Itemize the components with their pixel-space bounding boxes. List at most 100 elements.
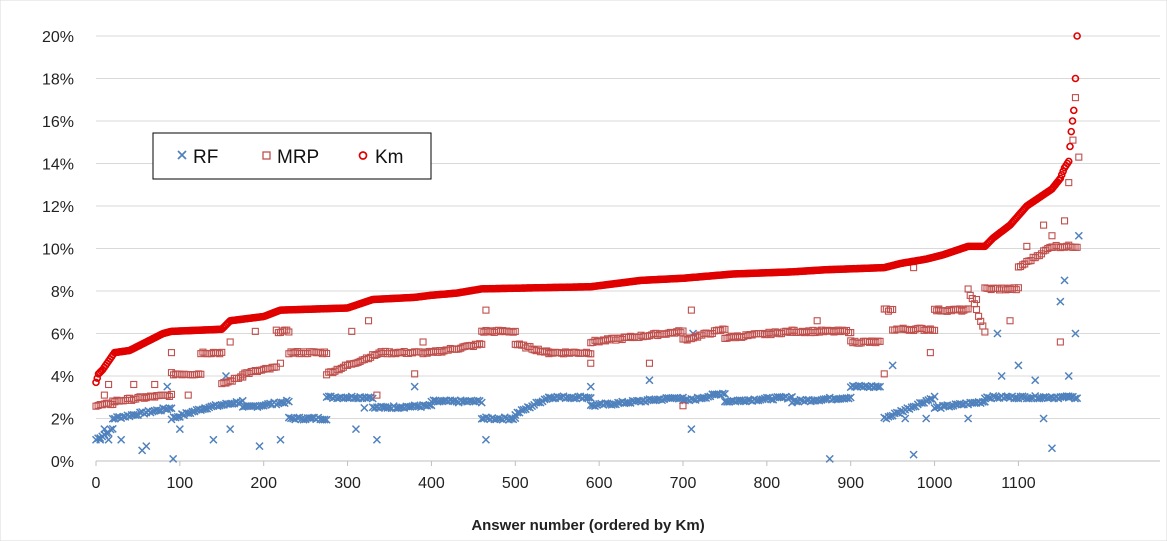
point-rf	[184, 409, 193, 418]
x-tick-label: 1100	[1001, 475, 1036, 492]
legend: RF MRP Km	[152, 132, 432, 180]
point-rf	[922, 396, 931, 405]
point-mrp	[813, 317, 821, 325]
point-rf	[624, 398, 633, 407]
y-tick-label: 6%	[51, 327, 74, 344]
y-tick-label: 0%	[51, 454, 74, 471]
point-mrp	[1014, 284, 1022, 292]
point-rf	[96, 435, 105, 444]
point-rf	[1047, 444, 1057, 453]
point-mrp	[972, 305, 981, 314]
point-km	[1068, 117, 1077, 125]
point-rf	[762, 393, 771, 402]
point-mrp	[687, 306, 695, 314]
point-mrp	[587, 359, 595, 367]
point-mrp	[272, 363, 280, 371]
point-rf	[299, 415, 308, 424]
point-mrp	[320, 348, 329, 356]
point-rf	[989, 391, 998, 401]
point-rf	[689, 395, 698, 404]
point-rf	[997, 371, 1006, 381]
point-rf	[320, 415, 329, 424]
point-mrp	[214, 349, 222, 357]
point-rf	[586, 393, 595, 402]
point-rf	[106, 425, 115, 434]
point-mrp	[216, 350, 224, 358]
point-rf	[217, 401, 226, 410]
point-mrp	[1073, 243, 1081, 251]
point-rf	[372, 435, 381, 444]
point-km	[1073, 32, 1081, 40]
point-rf	[846, 393, 855, 402]
point-rf	[188, 407, 197, 416]
point-km	[1056, 174, 1065, 183]
point-rf	[1056, 297, 1065, 306]
point-mrp	[1075, 153, 1083, 161]
point-rf	[142, 442, 151, 451]
point-mrp	[968, 295, 976, 303]
point-mrp	[1035, 252, 1043, 260]
point-rf	[1014, 361, 1023, 370]
point-mrp	[105, 380, 113, 389]
point-rf	[658, 396, 667, 405]
point-rf	[917, 398, 927, 408]
point-rf	[844, 394, 853, 403]
point-km	[1064, 157, 1073, 166]
point-rf	[324, 392, 333, 401]
point-mrp	[717, 327, 725, 335]
point-rf	[228, 399, 237, 408]
y-tick-label: 8%	[51, 284, 74, 301]
point-mrp	[373, 391, 381, 399]
y-tick-label: 16%	[42, 114, 74, 131]
point-rf	[221, 371, 231, 381]
point-mrp	[926, 325, 934, 333]
point-rf	[909, 402, 918, 411]
point-mrp	[1056, 338, 1064, 346]
point-rf	[886, 412, 895, 421]
legend-marker-km	[358, 151, 368, 160]
point-km	[1067, 127, 1076, 136]
point-mrp	[167, 349, 176, 357]
point-mrp	[226, 338, 234, 346]
point-rf	[366, 393, 375, 402]
point-mrp	[411, 370, 419, 378]
point-mrp	[842, 326, 851, 335]
point-mrp	[478, 340, 486, 348]
point-rf	[108, 424, 117, 433]
point-rf	[167, 404, 176, 413]
point-rf	[410, 382, 419, 391]
point-rf	[173, 412, 182, 421]
point-mrp	[935, 306, 943, 314]
point-rf	[930, 392, 939, 401]
point-rf	[154, 406, 163, 415]
point-rf	[1039, 414, 1048, 423]
y-tick-label: 20%	[42, 29, 74, 46]
point-mrp	[482, 306, 490, 314]
point-mrp	[285, 328, 293, 336]
point-rf	[146, 408, 155, 417]
point-mrp	[1010, 284, 1018, 292]
point-mrp	[511, 327, 519, 335]
point-mrp	[1060, 217, 1069, 225]
point-mrp	[348, 327, 356, 335]
point-rf	[888, 361, 897, 370]
point-mrp	[163, 391, 171, 399]
point-rf	[165, 404, 174, 413]
legend-label-km: Km	[375, 147, 404, 168]
x-tick-label: 100	[167, 475, 194, 492]
point-mrp	[218, 348, 226, 356]
legend-marker-rf	[177, 150, 187, 160]
point-mrp	[165, 392, 173, 401]
point-mrp	[960, 306, 968, 314]
point-mrp	[476, 340, 484, 348]
point-mrp	[876, 337, 884, 345]
point-rf	[876, 382, 885, 391]
point-rf	[477, 414, 486, 423]
point-rf	[481, 413, 490, 422]
point-mrp	[977, 317, 985, 325]
point-rf	[540, 395, 549, 404]
legend-box	[152, 132, 432, 180]
point-mrp	[251, 327, 259, 335]
point-mrp	[507, 327, 515, 336]
